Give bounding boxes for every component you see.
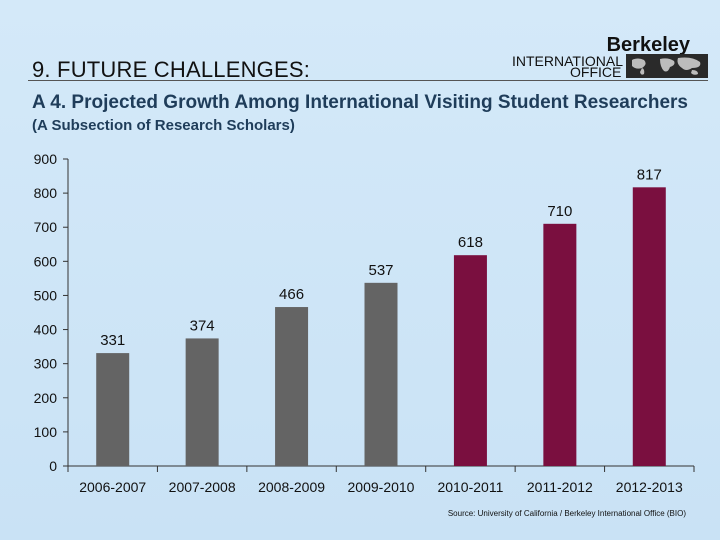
logo-international-text: INTERNATIONAL (512, 53, 623, 69)
y-tick-label: 600 (34, 253, 58, 269)
bar-2009-2010 (364, 282, 398, 466)
logo-berkeley-text: Berkeley (606, 34, 690, 56)
y-tick-label: 200 (34, 390, 58, 406)
y-tick-label: 400 (34, 322, 58, 338)
bar-2011-2012 (543, 223, 577, 466)
section-title: 9. FUTURE CHALLENGES: (32, 57, 311, 82)
y-tick-label: 0 (49, 458, 57, 474)
data-label: 374 (190, 317, 215, 334)
data-label: 618 (458, 234, 483, 251)
chart-title: A 4. Projected Growth Among Internationa… (32, 92, 702, 137)
x-tick-label: 2009-2010 (348, 479, 415, 495)
bar-2012-2013 (632, 187, 666, 466)
y-tick-label: 700 (34, 219, 58, 235)
y-tick-label: 900 (34, 151, 58, 167)
chart-title-note: (A Subsection of Research Scholars) (32, 117, 295, 134)
x-tick-label: 2011-2012 (527, 479, 593, 495)
data-label: 537 (368, 262, 393, 279)
chart-title-main: A 4. Projected Growth Among Internationa… (32, 92, 688, 113)
x-tick-label: 2012-2013 (616, 479, 683, 495)
world-map-icon (626, 54, 708, 78)
x-tick-label: 2007-2008 (169, 479, 236, 495)
data-label: 466 (279, 286, 304, 303)
bar-2008-2009 (275, 307, 309, 466)
data-label: 710 (547, 203, 572, 220)
bar-2007-2008 (185, 338, 219, 466)
y-tick-label: 300 (34, 356, 58, 372)
bar-2010-2011 (453, 255, 487, 466)
y-tick-label: 100 (34, 424, 58, 440)
x-tick-label: 2010-2011 (437, 479, 503, 495)
logo-office-text: OFFICE (570, 64, 622, 80)
source-note: Source: University of California / Berke… (447, 509, 686, 518)
bar-2006-2007 (96, 353, 130, 466)
data-label: 817 (637, 166, 662, 183)
y-tick-label: 500 (34, 287, 58, 303)
x-tick-label: 2006-2007 (79, 479, 146, 495)
x-tick-label: 2008-2009 (258, 479, 325, 495)
y-tick-label: 800 (34, 185, 58, 201)
data-label: 331 (100, 332, 125, 349)
berkeley-international-office-logo: Berkeley INTERNATIONAL OFFICE (508, 34, 708, 82)
header-divider (28, 80, 708, 81)
